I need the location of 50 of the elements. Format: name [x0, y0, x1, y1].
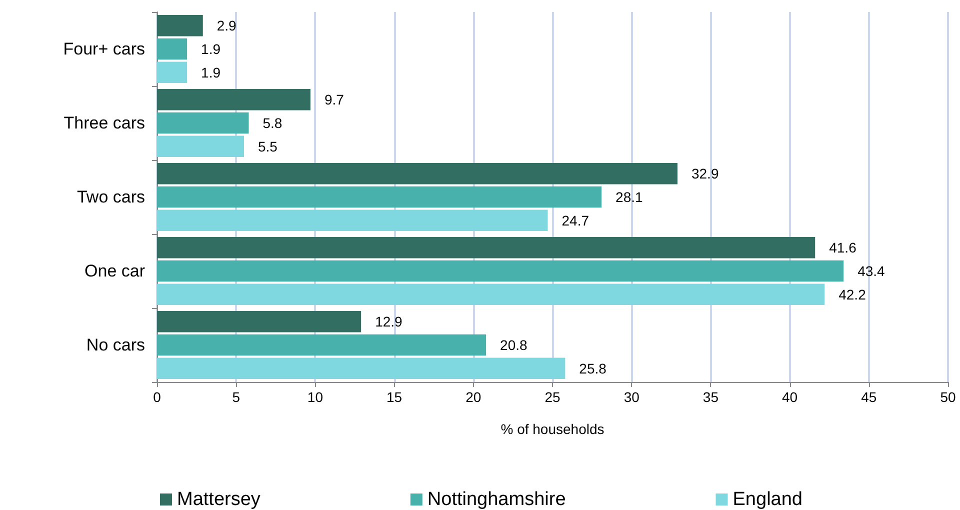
- y-tick-label: One car: [84, 262, 146, 280]
- x-tick-label: 40: [782, 389, 798, 405]
- x-tick-label: 25: [544, 389, 560, 405]
- legend-label: England: [732, 489, 802, 510]
- bar: [157, 284, 825, 306]
- bar: [157, 210, 548, 232]
- x-tick-label: 50: [940, 389, 956, 405]
- data-label: 2.9: [216, 18, 237, 34]
- data-label: 42.2: [838, 286, 866, 302]
- data-label: 5.8: [262, 115, 282, 131]
- bar: [157, 136, 244, 158]
- x-tick-label: 30: [624, 389, 640, 405]
- data-label: 28.1: [616, 189, 644, 205]
- bar: [157, 310, 362, 332]
- bar: [157, 358, 566, 380]
- data-label: 1.9: [201, 64, 221, 80]
- legend-label: Mattersey: [177, 489, 261, 510]
- bar: [157, 88, 310, 110]
- bar: [157, 38, 188, 60]
- data-label: 5.5: [258, 138, 278, 154]
- x-axis-title: % of households: [500, 421, 604, 437]
- data-label: 43.4: [858, 263, 886, 279]
- x-tick-label: 5: [232, 389, 240, 405]
- data-label: 41.6: [829, 240, 857, 256]
- x-tick-label: 35: [702, 389, 719, 405]
- bar: [157, 260, 844, 282]
- bar: [157, 236, 816, 258]
- x-tick-label: 45: [861, 389, 877, 405]
- x-tick-label: 0: [153, 389, 162, 405]
- data-label: 1.9: [201, 41, 221, 57]
- y-tick-label: Three cars: [64, 114, 145, 132]
- data-label: 9.7: [324, 92, 344, 108]
- bar: [157, 186, 602, 208]
- y-tick-label: No cars: [86, 336, 145, 354]
- bar: [157, 112, 249, 134]
- y-tick-label: Two cars: [76, 188, 145, 206]
- x-tick-label: 15: [386, 389, 402, 405]
- y-tick-label: Four+ cars: [63, 40, 145, 58]
- data-label: 20.8: [500, 337, 528, 353]
- data-label: 24.7: [562, 212, 590, 228]
- data-label: 12.9: [375, 314, 403, 330]
- x-tick-label: 20: [466, 389, 482, 405]
- data-label: 32.9: [691, 166, 719, 182]
- data-label: 25.8: [579, 360, 607, 376]
- bar: [157, 62, 188, 84]
- x-tick-label: 10: [307, 389, 324, 405]
- bar: [157, 162, 678, 184]
- bar: [157, 14, 203, 36]
- legend-label: Nottinghamshire: [427, 489, 566, 510]
- bar: [157, 334, 486, 356]
